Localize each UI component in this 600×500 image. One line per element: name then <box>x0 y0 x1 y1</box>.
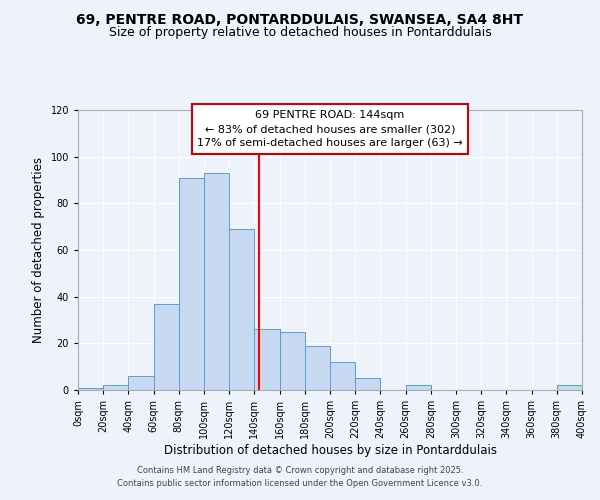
Bar <box>330 362 355 390</box>
Bar <box>154 304 179 390</box>
Bar <box>280 332 305 390</box>
Text: 69 PENTRE ROAD: 144sqm
← 83% of detached houses are smaller (302)
17% of semi-de: 69 PENTRE ROAD: 144sqm ← 83% of detached… <box>197 110 463 148</box>
Bar <box>355 378 380 390</box>
X-axis label: Distribution of detached houses by size in Pontarddulais: Distribution of detached houses by size … <box>163 444 497 457</box>
Bar <box>128 376 154 390</box>
Bar <box>305 346 330 390</box>
Bar <box>179 178 204 390</box>
Y-axis label: Number of detached properties: Number of detached properties <box>32 157 45 343</box>
Bar <box>103 386 128 390</box>
Bar <box>229 229 254 390</box>
Text: Size of property relative to detached houses in Pontarddulais: Size of property relative to detached ho… <box>109 26 491 39</box>
Bar <box>204 173 229 390</box>
Bar <box>406 386 431 390</box>
Text: 69, PENTRE ROAD, PONTARDDULAIS, SWANSEA, SA4 8HT: 69, PENTRE ROAD, PONTARDDULAIS, SWANSEA,… <box>77 12 523 26</box>
Bar <box>557 386 582 390</box>
Bar <box>254 330 280 390</box>
Text: Contains HM Land Registry data © Crown copyright and database right 2025.
Contai: Contains HM Land Registry data © Crown c… <box>118 466 482 487</box>
Bar <box>78 388 103 390</box>
